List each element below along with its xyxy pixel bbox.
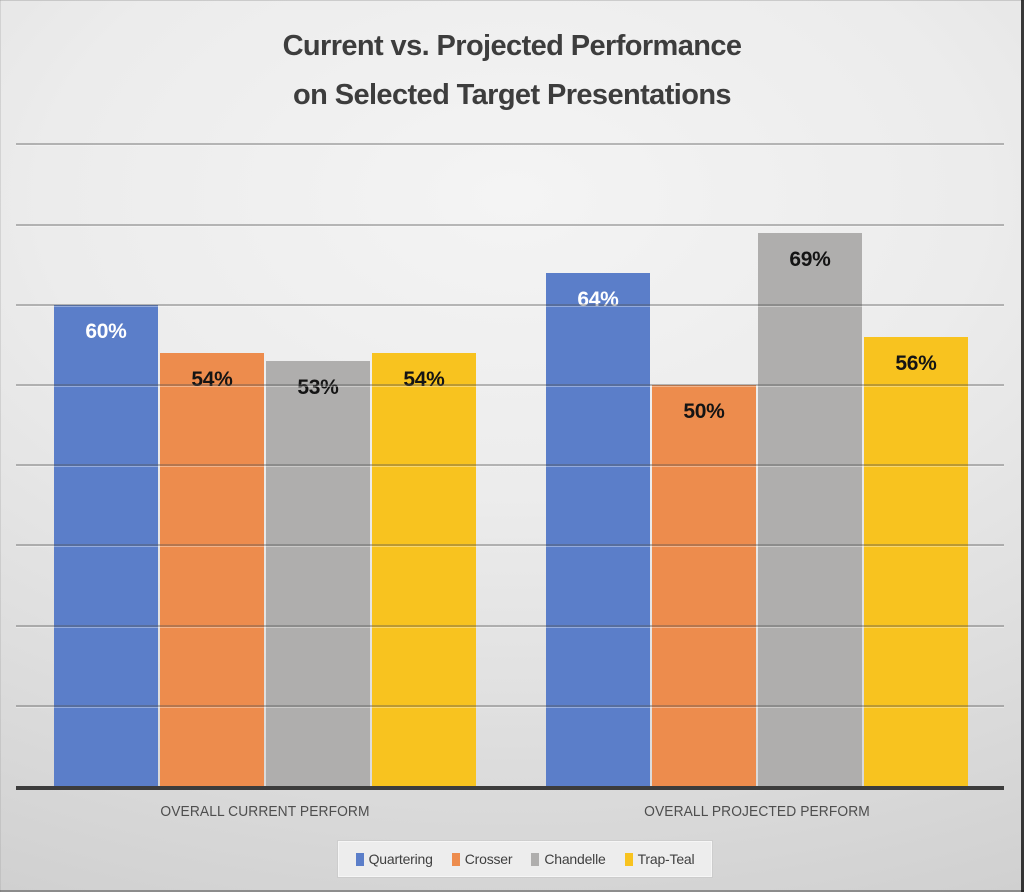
bar-value-label: 64% — [577, 288, 619, 311]
bar-value-label: 69% — [789, 248, 831, 271]
gridline-80 — [16, 143, 1004, 145]
legend-item-quartering: Quartering — [355, 851, 433, 867]
legend-item-crosser: Crosser — [451, 851, 513, 867]
legend-swatch-icon — [355, 852, 364, 866]
legend-item-chandelle: Chandelle — [531, 851, 606, 867]
bar-quartering-1: 64% — [546, 273, 650, 786]
chart-title: Current vs. Projected Performance on Sel… — [0, 22, 1024, 119]
bar-trap-teal-0: 54% — [372, 353, 476, 786]
gridline-50 — [16, 384, 1004, 386]
bar-value-label: 50% — [683, 400, 725, 423]
legend-label: Crosser — [464, 851, 513, 867]
bar-value-label: 60% — [85, 320, 127, 343]
legend-swatch-icon — [531, 852, 540, 866]
bar-value-label: 54% — [403, 368, 445, 391]
gridline-30 — [16, 544, 1004, 546]
legend-item-trap-teal: Trap-Teal — [624, 851, 695, 867]
bar-value-label: 53% — [297, 376, 339, 399]
legend: Quartering Crosser Chandelle Trap-Teal — [338, 841, 712, 877]
gridline-60 — [16, 304, 1004, 306]
bar-value-label: 54% — [191, 368, 233, 391]
bar-quartering-0: 60% — [54, 305, 158, 786]
gridline-70 — [16, 224, 1004, 226]
legend-label: Trap-Teal — [637, 851, 695, 867]
legend-swatch-icon — [624, 852, 633, 866]
legend-swatch-icon — [451, 852, 460, 866]
chart-title-line2: on Selected Target Presentations — [293, 78, 732, 111]
bar-value-label: 56% — [895, 352, 937, 375]
gridline-10 — [16, 705, 1004, 707]
bar-trap-teal-1: 56% — [864, 337, 968, 786]
bar-crosser-1: 50% — [652, 385, 756, 786]
category-label-1: OVERALL PROJECTED PERFORM — [644, 803, 870, 820]
bar-chandelle-0: 53% — [266, 361, 370, 786]
bar-chandelle-1: 69% — [758, 233, 862, 786]
bar-crosser-0: 54% — [160, 353, 264, 786]
legend-label: Chandelle — [544, 851, 606, 867]
gridline-40 — [16, 464, 1004, 466]
legend-label: Quartering — [368, 851, 433, 867]
x-axis-line — [16, 786, 1004, 790]
category-label-0: OVERALL CURRENT PERFORM — [160, 803, 370, 820]
gridline-20 — [16, 625, 1004, 627]
chart-title-line1: Current vs. Projected Performance — [282, 30, 742, 62]
